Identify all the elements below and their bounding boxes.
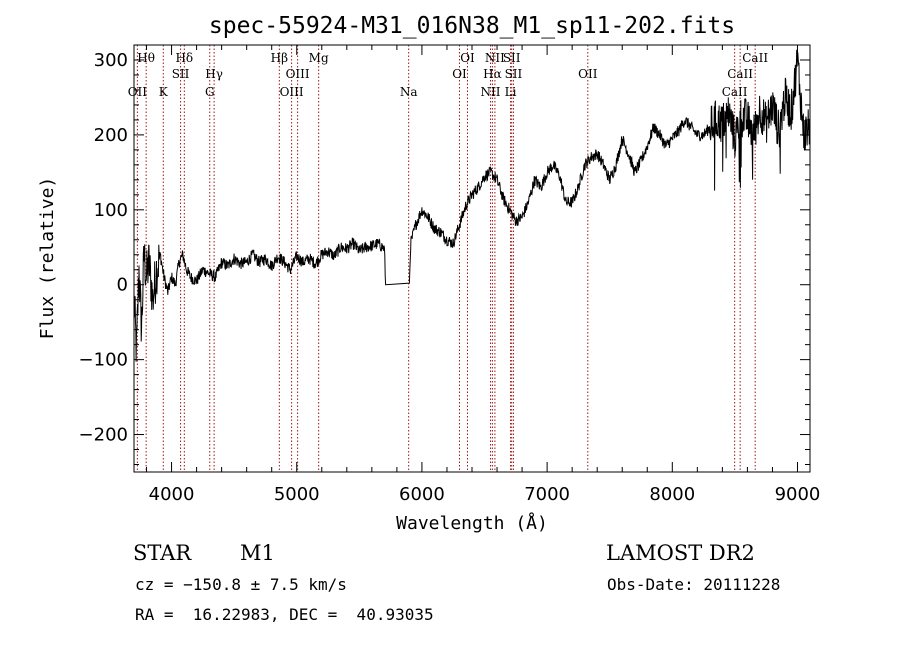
x-tick-label: 4000 [149,484,195,505]
y-tick-label: −200 [79,425,128,446]
emission-line-label: Hβ [271,51,288,65]
emission-line-markers [136,45,756,472]
y-tick-label: 300 [94,50,128,71]
emission-line-label: G [205,85,215,99]
emission-line-label: OII [578,67,598,81]
emission-line-label: OII [128,85,148,99]
x-axis-label: Wavelength (Å) [396,512,548,534]
emission-line-label: Hα [483,67,502,81]
emission-line-label: Hγ [205,67,223,81]
emission-line-label: SII [503,51,521,65]
emission-line-label: Hδ [175,51,193,65]
redshift-value: cz = −150.8 ± 7.5 km/s [135,575,347,594]
x-tick-label: 7000 [524,484,570,505]
emission-line-label: Mg [309,51,329,65]
x-tick-label: 8000 [649,484,695,505]
observation-date: Obs-Date: 20111228 [607,575,781,594]
coordinates: RA = 16.22983, DEC = 40.93035 [135,605,434,624]
emission-line-label: CaII [742,51,768,65]
survey-name: LAMOST DR2 [606,541,755,565]
x-tick-label: 5000 [274,484,320,505]
y-tick-label: 100 [94,200,128,221]
chart-title: spec-55924-M31_016N38_M1_sp11-202.fits [209,13,735,39]
spectrum-line [133,49,811,362]
emission-line-label: Hθ [137,51,155,65]
x-tick-label: 9000 [775,484,821,505]
emission-line-label: OIII [280,85,304,99]
emission-line-label: OI [460,51,475,65]
y-tick-label: −100 [79,350,128,371]
y-tick-label: 200 [94,125,128,146]
emission-line-label: CaII [722,85,748,99]
object-type: STAR [133,541,192,565]
x-axis-ticks: 4000 5000 6000 7000 8000 9000 [146,45,821,505]
emission-line-label: NII [481,85,501,99]
y-axis-ticks: −200 −100 0 100 200 300 [79,44,810,466]
emission-line-label: K [159,85,169,99]
emission-line-label: SII [505,67,523,81]
emission-line-label: Na [400,85,418,99]
x-tick-label: 6000 [399,484,445,505]
emission-line-label: SII [172,67,190,81]
y-axis-label: Flux (relative) [37,177,58,340]
object-subclass: M1 [240,541,275,565]
emission-line-label: NII [485,51,505,65]
y-tick-label: 0 [117,275,128,296]
emission-line-label: OI [452,67,467,81]
emission-line-label: Li [505,85,517,99]
emission-line-label: OIII [286,67,310,81]
emission-line-label: CaII [727,67,753,81]
